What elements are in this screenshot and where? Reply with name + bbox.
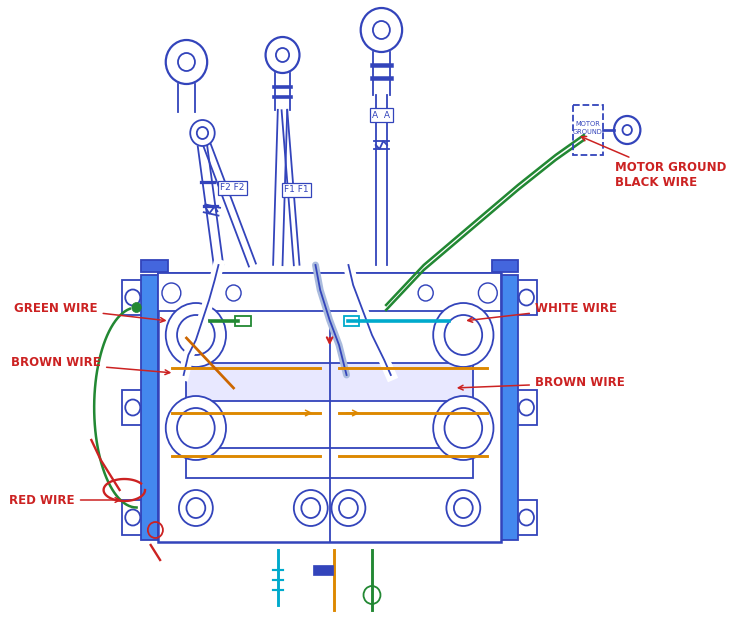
Bar	[516, 500, 536, 535]
Circle shape	[294, 490, 328, 526]
Circle shape	[177, 315, 215, 355]
Bar	[122, 500, 143, 535]
Bar	[236, 316, 250, 326]
Bar	[501, 275, 518, 540]
Text: MOTOR
GROUND: MOTOR GROUND	[573, 122, 602, 134]
Text: A  A: A A	[373, 110, 391, 120]
Circle shape	[162, 283, 181, 303]
Circle shape	[361, 8, 402, 52]
Bar	[516, 280, 536, 315]
Text: BROWN WIRE: BROWN WIRE	[11, 357, 170, 375]
Circle shape	[445, 408, 482, 448]
Text: RED WIRE: RED WIRE	[10, 493, 120, 507]
Bar	[122, 390, 143, 425]
Bar	[187, 363, 473, 401]
Circle shape	[177, 408, 215, 448]
Text: BROWN WIRE: BROWN WIRE	[459, 377, 625, 390]
Circle shape	[445, 315, 482, 355]
Bar	[159, 273, 501, 542]
Bar	[142, 260, 167, 272]
Bar	[344, 316, 359, 326]
Circle shape	[433, 303, 494, 367]
Text: GREEN WIRE: GREEN WIRE	[14, 302, 165, 323]
Text: WHITE WIRE: WHITE WIRE	[468, 302, 617, 323]
Circle shape	[226, 285, 241, 301]
Bar	[159, 273, 501, 311]
Circle shape	[265, 37, 299, 73]
Bar	[516, 390, 536, 425]
Circle shape	[132, 302, 142, 312]
Text: MOTOR GROUND
BLACK WIRE: MOTOR GROUND BLACK WIRE	[582, 137, 726, 189]
Circle shape	[190, 120, 215, 146]
Circle shape	[418, 285, 433, 301]
Circle shape	[433, 396, 494, 460]
Bar	[142, 275, 159, 540]
Text: F1 F1: F1 F1	[285, 185, 309, 195]
Circle shape	[331, 490, 365, 526]
Circle shape	[479, 283, 497, 303]
Text: F2 F2: F2 F2	[220, 183, 245, 193]
Bar	[187, 448, 473, 478]
Circle shape	[614, 116, 640, 144]
Circle shape	[166, 40, 207, 84]
Circle shape	[166, 303, 226, 367]
Bar	[491, 260, 518, 272]
Bar	[122, 280, 143, 315]
Circle shape	[446, 490, 480, 526]
Bar	[313, 565, 333, 575]
Circle shape	[166, 396, 226, 460]
Bar	[573, 105, 602, 155]
Circle shape	[179, 490, 213, 526]
